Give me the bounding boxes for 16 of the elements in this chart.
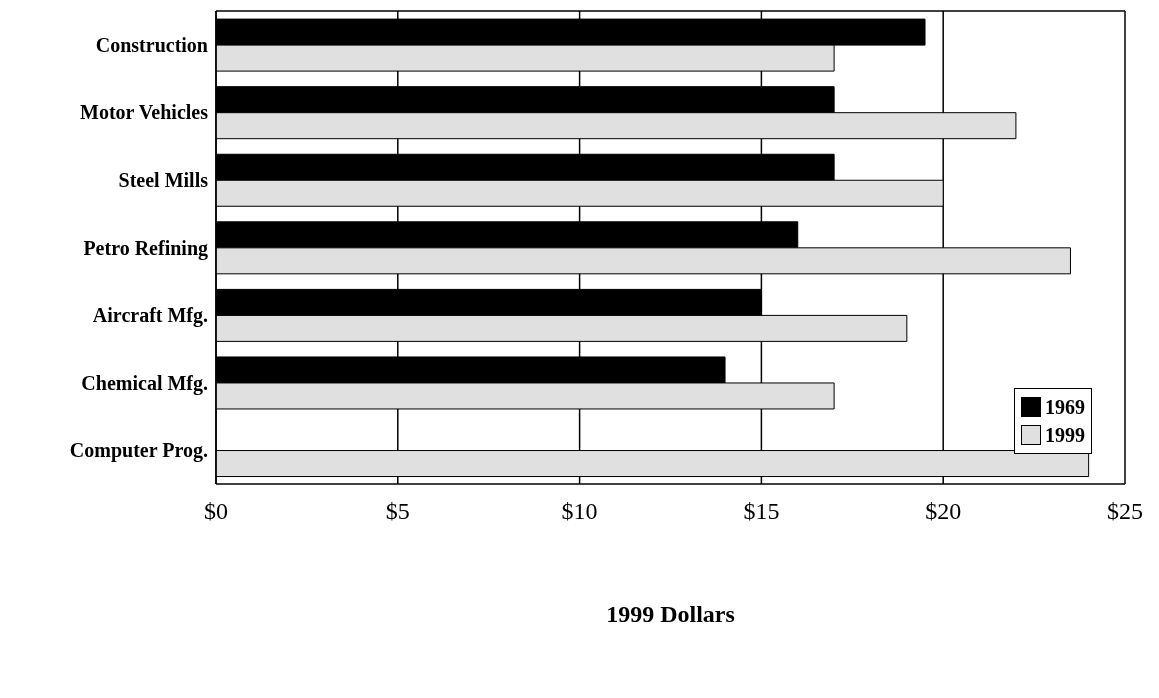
x-axis-title: 1999 Dollars <box>606 601 735 627</box>
y-tick-label: Petro Refining <box>83 236 208 260</box>
y-tick-label: Aircraft Mfg. <box>92 304 208 328</box>
y-tick-label: Construction <box>95 33 208 56</box>
x-tick-label: $10 <box>561 498 598 525</box>
x-tick-label: $25 <box>1107 498 1143 525</box>
x-tick-label: $5 <box>385 498 410 525</box>
x-tick-label: $20 <box>925 498 962 525</box>
y-tick-label: Chemical Mfg. <box>81 371 208 395</box>
y-tick-label: Motor Vehicles <box>80 101 209 124</box>
legend-label: 1999 <box>1044 423 1085 448</box>
y-tick-label: Steel Mills <box>118 169 209 192</box>
x-tick-label: $0 <box>204 498 228 525</box>
legend-label: 1969 <box>1044 395 1085 420</box>
x-tick-label: $15 <box>743 498 780 525</box>
y-tick-label: Computer Prog. <box>69 439 208 463</box>
